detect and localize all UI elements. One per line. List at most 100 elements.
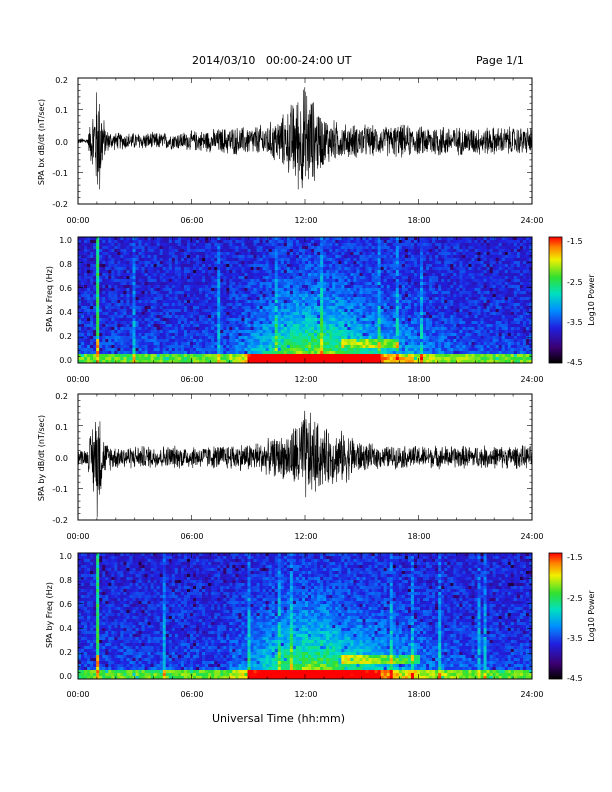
heatmap-cell <box>335 303 339 307</box>
heatmap-cell <box>183 315 188 319</box>
heatmap-cell <box>401 303 406 307</box>
heatmap-cell <box>214 243 218 247</box>
heatmap-cell <box>196 360 200 364</box>
heatmap-cell <box>150 303 155 307</box>
heatmap-cell <box>359 273 363 277</box>
heatmap-cell <box>341 267 345 271</box>
heatmap-cell <box>256 324 260 328</box>
heatmap-cell <box>153 282 158 286</box>
heatmap-cell <box>329 237 333 241</box>
heatmap-cell <box>256 333 260 337</box>
heatmap-cell <box>162 318 167 322</box>
heatmap-cell <box>323 336 327 340</box>
heatmap-cell <box>114 312 118 316</box>
heatmap-cell <box>129 303 133 307</box>
heatmap-cell <box>280 243 285 247</box>
heatmap-cell <box>174 330 179 334</box>
heatmap-cell <box>368 360 372 364</box>
heatmap-cell <box>208 300 212 304</box>
heatmap-cell <box>256 312 260 316</box>
heatmap-cell <box>81 300 85 304</box>
heatmap-cell <box>423 297 427 301</box>
heatmap-cell <box>350 240 354 244</box>
heatmap-cell <box>374 276 379 280</box>
heatmap-cell <box>132 321 136 325</box>
heatmap-cell <box>99 297 103 301</box>
heatmap-cell <box>162 237 167 241</box>
heatmap-cell <box>286 297 291 301</box>
heatmap-cell <box>102 276 106 280</box>
heatmap-cell <box>241 354 245 358</box>
heatmap-cell <box>356 279 360 283</box>
heatmap-cell <box>205 300 209 304</box>
heatmap-cell <box>189 276 194 280</box>
heatmap-cell <box>401 285 406 289</box>
heatmap-cell <box>238 279 242 283</box>
heatmap-cell <box>220 345 224 349</box>
heatmap-cell <box>274 282 279 286</box>
heatmap-cell <box>344 348 348 352</box>
heatmap-cell <box>368 345 372 349</box>
heatmap-cell <box>383 273 388 277</box>
heatmap-cell <box>420 327 424 331</box>
heatmap-cell <box>341 348 345 352</box>
heatmap-cell <box>153 270 158 274</box>
heatmap-cell <box>292 303 297 307</box>
heatmap-cell <box>171 282 176 286</box>
heatmap-cell <box>371 324 376 328</box>
heatmap-cell <box>344 339 348 343</box>
heatmap-cell <box>105 330 109 334</box>
heatmap-cell <box>374 285 379 289</box>
heatmap-cell <box>81 252 85 256</box>
heatmap-cell <box>401 264 406 268</box>
heatmap-cell <box>226 306 230 310</box>
heatmap-cell <box>180 327 185 331</box>
heatmap-cell <box>114 357 118 361</box>
heatmap-cell <box>126 321 130 325</box>
heatmap-cell <box>374 315 379 319</box>
heatmap-cell <box>350 249 354 253</box>
heatmap-cell <box>395 342 400 346</box>
heatmap-cell <box>153 333 158 337</box>
heatmap-cell <box>78 342 82 346</box>
heatmap-cell <box>265 291 270 295</box>
heatmap-cell <box>420 255 424 259</box>
heatmap-cell <box>420 237 424 241</box>
heatmap-cell <box>220 279 224 283</box>
heatmap-cell <box>105 273 109 277</box>
heatmap-cell <box>120 306 124 310</box>
heatmap-cell <box>341 357 345 361</box>
heatmap-cell <box>99 288 103 292</box>
heatmap-cell <box>153 315 158 319</box>
heatmap-cell <box>395 360 400 364</box>
heatmap-cell <box>87 279 91 283</box>
heatmap-cell <box>202 315 206 319</box>
heatmap-cell <box>238 348 242 352</box>
heatmap-cell <box>380 249 385 253</box>
heatmap-cell <box>159 252 164 256</box>
heatmap-cell <box>398 360 403 364</box>
heatmap-cell <box>426 321 430 325</box>
heatmap-cell <box>196 291 200 295</box>
heatmap-cell <box>359 339 363 343</box>
heatmap-cell <box>420 354 424 358</box>
heatmap-cell <box>262 345 267 349</box>
heatmap-cell <box>350 354 354 358</box>
heatmap-cell <box>78 252 82 256</box>
heatmap-cell <box>283 333 288 337</box>
heatmap-cell <box>123 237 127 241</box>
heatmap-cell <box>87 306 91 310</box>
heatmap-cell <box>229 279 233 283</box>
heatmap-cell <box>332 291 336 295</box>
heatmap-cell <box>208 252 212 256</box>
heatmap-cell <box>105 249 109 253</box>
heatmap-cell <box>135 345 139 349</box>
heatmap-cell <box>177 282 182 286</box>
heatmap-cell <box>289 246 294 250</box>
heatmap-cell <box>156 240 161 244</box>
heatmap-cell <box>268 264 273 268</box>
heatmap-cell <box>265 306 270 310</box>
heatmap-cell <box>298 315 303 319</box>
heatmap-cell <box>271 324 276 328</box>
heatmap-cell <box>108 339 112 343</box>
